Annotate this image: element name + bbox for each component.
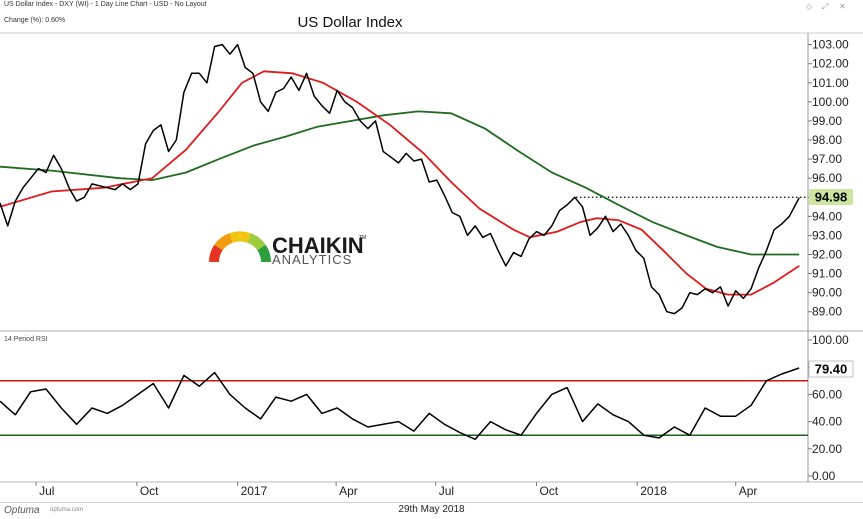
rsi-ytick-label: 60.00 bbox=[812, 387, 842, 401]
moving-average-long-line bbox=[0, 110, 800, 256]
logo-subtitle: ANALYTICS bbox=[272, 252, 352, 267]
chaikin-gauge-icon bbox=[209, 231, 271, 263]
rsi-panel-title: 14 Period RSI bbox=[4, 336, 48, 343]
logo-wordmark: CHAIKIN bbox=[272, 233, 364, 258]
price-ytick-label: 101.00 bbox=[812, 76, 849, 90]
footer-bar: Optuma optuma.com 29th May 2018 bbox=[0, 502, 863, 519]
chaikin-analytics-logo: CHAIKIN TM ANALYTICS bbox=[209, 231, 366, 267]
logo-trademark: TM bbox=[359, 235, 366, 241]
price-ytick-label: 99.00 bbox=[812, 114, 842, 128]
price-ytick-label: 92.00 bbox=[812, 248, 842, 262]
rsi-line bbox=[0, 367, 800, 441]
x-tick-label: Jul bbox=[39, 484, 54, 498]
price-ytick-label: 100.00 bbox=[812, 95, 849, 109]
moving-average-short-line bbox=[0, 70, 800, 296]
chart-date: 29th May 2018 bbox=[398, 504, 465, 515]
rsi-ytick-label: 40.00 bbox=[812, 415, 842, 429]
rsi-ytick-label: 0.00 bbox=[812, 469, 836, 483]
price-ytick-label: 89.00 bbox=[812, 305, 842, 319]
price-ytick-label: 103.00 bbox=[812, 38, 849, 52]
svg-text:79.40: 79.40 bbox=[815, 362, 848, 377]
x-tick-label: Oct bbox=[140, 484, 159, 498]
chart-descriptor: US Dollar Index - DXY (WI) - 1 Day Line … bbox=[4, 1, 207, 8]
close-icon[interactable]: ✕ bbox=[839, 2, 846, 11]
x-tick-label: Apr bbox=[339, 484, 358, 498]
optuma-brand: Optuma bbox=[4, 505, 40, 516]
price-ytick-label: 102.00 bbox=[812, 57, 849, 71]
price-ytick-label: 98.00 bbox=[812, 133, 842, 147]
rsi-last-value-label: 79.40 bbox=[808, 360, 854, 378]
x-tick-label: Jul bbox=[439, 484, 454, 498]
layout-diamond-icon[interactable]: ◇ bbox=[806, 2, 813, 11]
svg-text:94.98: 94.98 bbox=[815, 190, 848, 205]
price-ytick-label: 90.00 bbox=[812, 286, 842, 300]
price-chart-title: US Dollar Index bbox=[297, 14, 403, 31]
x-tick-label: 2017 bbox=[241, 484, 268, 498]
rsi-ytick-label: 100.00 bbox=[812, 333, 849, 347]
expand-icon[interactable]: ⤢ bbox=[822, 2, 829, 11]
x-tick-label: Oct bbox=[539, 484, 558, 498]
price-ytick-label: 96.00 bbox=[812, 171, 842, 185]
price-line bbox=[0, 43, 800, 315]
price-ytick-label: 91.00 bbox=[812, 267, 842, 281]
rsi-ytick-label: 20.00 bbox=[812, 442, 842, 456]
change-percent: Change (%): 0.60% bbox=[4, 17, 66, 24]
x-tick-label: 2018 bbox=[640, 484, 667, 498]
price-ytick-label: 97.00 bbox=[812, 152, 842, 166]
price-ytick-label: 93.00 bbox=[812, 228, 842, 242]
optuma-site: optuma.com bbox=[50, 507, 84, 513]
price-ytick-label: 94.00 bbox=[812, 209, 842, 223]
x-tick-label: Apr bbox=[739, 484, 758, 498]
chart-canvas: US Dollar Index 14 Period RSI 89.00 90.00… bbox=[0, 14, 863, 498]
price-last-value-label: 94.98 bbox=[809, 189, 853, 205]
